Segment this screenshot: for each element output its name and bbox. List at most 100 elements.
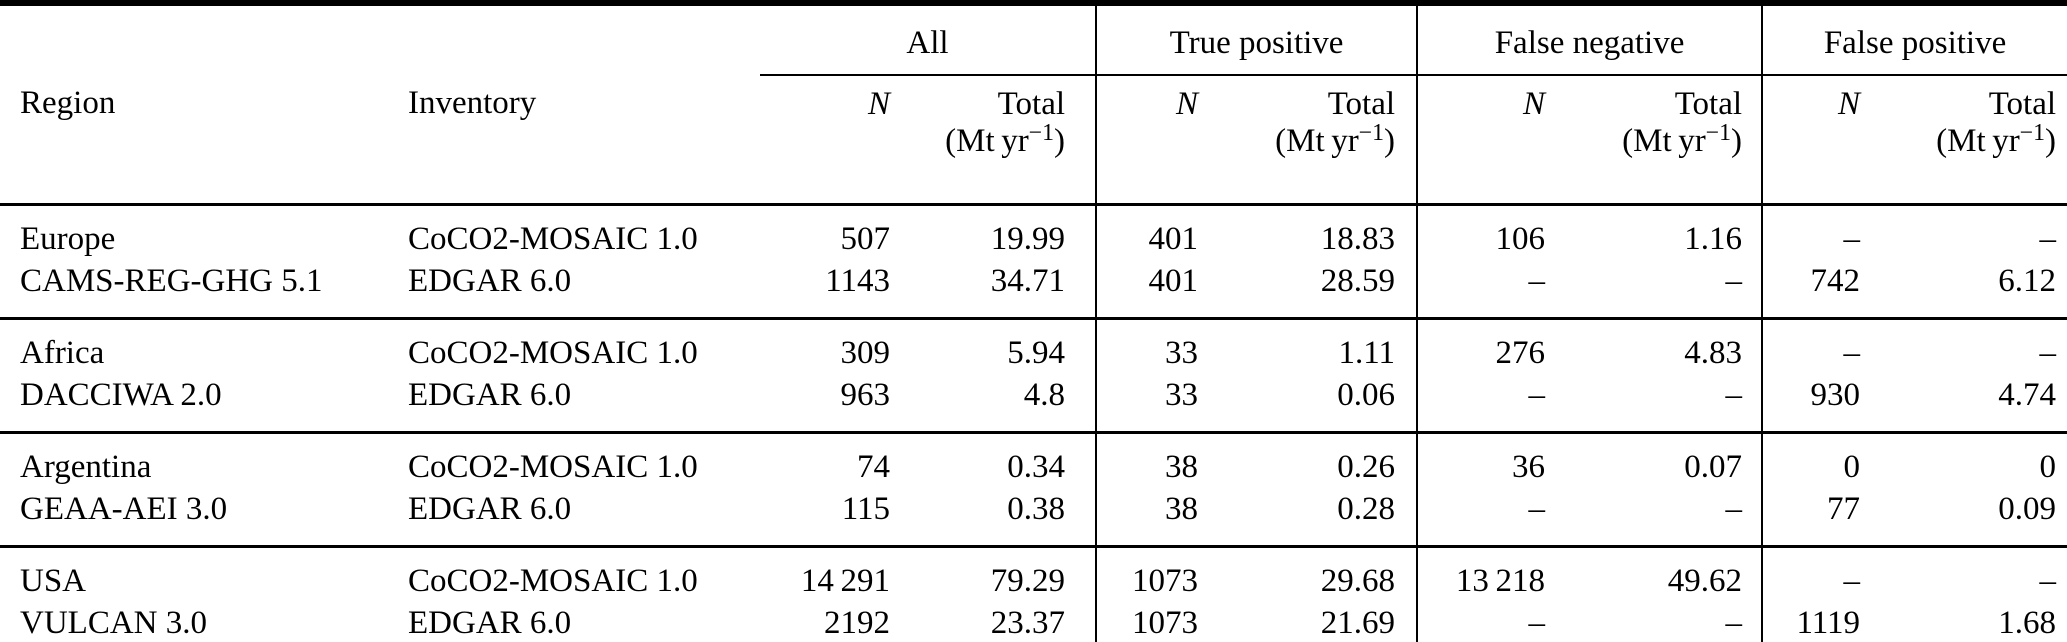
cell-inventory: EDGAR 6.0	[408, 490, 572, 527]
section-divider-rule-line	[0, 431, 2067, 434]
cell-all-total: 23.37	[990, 604, 1066, 641]
cell-all-n: 1143	[825, 262, 890, 299]
cell-all-n: 115	[841, 490, 890, 527]
cell-all-total: 0.38	[1007, 490, 1066, 527]
column-header-all-n: N	[760, 75, 900, 206]
cell-all-n: 309	[840, 334, 891, 371]
cell-all-total: 79.29	[990, 562, 1066, 599]
table-row: USA CoCO2-MOSAIC 1.0 14 291 79.29 1073 29.68 1…	[0, 548, 2067, 602]
cell-fp-n: –	[1761, 320, 1871, 374]
cell-inventory: EDGAR 6.0	[408, 376, 572, 413]
cell-fn-total: 0.07	[1684, 448, 1743, 485]
section-divider-rule	[0, 545, 2067, 548]
cell-tp-n: 38	[1095, 434, 1209, 488]
cell-all-total: 34.71	[990, 262, 1066, 299]
cell-inventory: CoCO2-MOSAIC 1.0	[408, 220, 698, 257]
cell-fp-total: –	[2039, 562, 2057, 599]
cell-all-n: 2192	[824, 604, 890, 641]
table-row: DACCIWA 2.0 EDGAR 6.0 963 4.8 33 0.06– –930 4.7…	[0, 374, 2067, 431]
cell-tp-total: 0.28	[1337, 490, 1396, 527]
cell-fn-n: –	[1416, 488, 1556, 545]
cell-fp-total: –	[2039, 220, 2057, 257]
cell-fp-total: 0	[2039, 448, 2057, 485]
cell-region: CAMS-REG-GHG 5.1	[20, 262, 323, 299]
group-header-row: All True positive False negative False p…	[0, 3, 2067, 76]
column-header-all-total: Total (Mt yr−1)	[900, 75, 1097, 206]
column-header-fn-total: Total (Mt yr−1)	[1555, 75, 1763, 206]
section-divider-rule	[0, 317, 2067, 320]
group-header-true-positive: True positive	[1095, 3, 1418, 76]
cell-tp-total: 18.83	[1320, 220, 1396, 257]
cell-fp-n: –	[1761, 548, 1871, 602]
cell-all-n: 963	[840, 376, 891, 413]
cell-fp-total: 0.09	[1998, 490, 2057, 527]
total-label: Total	[997, 86, 1066, 122]
n-label: N	[1838, 86, 1861, 122]
cell-fp-total: 1.68	[1998, 604, 2057, 641]
cell-inventory: EDGAR 6.0	[408, 262, 572, 299]
cell-fp-n: 1119	[1761, 602, 1871, 642]
cell-inventory: CoCO2-MOSAIC 1.0	[408, 562, 698, 599]
cell-tp-n: 401	[1095, 260, 1209, 317]
table-row: Europe CoCO2-MOSAIC 1.0 507 19.99 401 18.83 10…	[0, 204, 2067, 260]
column-header-tp-n: N	[1095, 75, 1209, 206]
cell-fn-total: 1.16	[1684, 220, 1743, 257]
table-row: VULCAN 3.0 EDGAR 6.0 2192 23.37 1073 21.69– –1…	[0, 602, 2067, 642]
unit-label: (Mt yr−1)	[1936, 120, 2057, 159]
cell-inventory: CoCO2-MOSAIC 1.0	[408, 448, 698, 485]
cell-region: Argentina	[20, 448, 152, 485]
cell-region: USA	[20, 562, 87, 599]
table-header: All True positive False negative False p…	[0, 3, 2067, 206]
total-label: Total	[1674, 86, 1743, 122]
cell-region: Europe	[20, 220, 116, 257]
unit-label: (Mt yr−1)	[1275, 120, 1396, 159]
cell-fn-n: –	[1416, 260, 1556, 317]
table-body: Europe CoCO2-MOSAIC 1.0 507 19.99 401 18.83 10…	[0, 204, 2067, 642]
total-label: Total	[1988, 86, 2057, 122]
cell-fn-total: 4.83	[1684, 334, 1743, 371]
n-label: N	[1176, 86, 1199, 122]
cell-fn-n: –	[1416, 374, 1556, 431]
cell-tp-total: 21.69	[1320, 604, 1396, 641]
group-header-all: All	[760, 3, 1097, 76]
cell-fp-n: 77	[1761, 488, 1871, 545]
cell-fn-total: –	[1725, 376, 1743, 413]
cell-tp-total: 29.68	[1320, 562, 1396, 599]
cell-all-total: 19.99	[990, 220, 1066, 257]
table-row: CAMS-REG-GHG 5.1 EDGAR 6.0 1143 34.71 401 28.…	[0, 260, 2067, 317]
cell-region: Africa	[20, 334, 105, 371]
cell-tp-n: 38	[1095, 488, 1209, 545]
cell-fn-n: 106	[1416, 204, 1556, 260]
cell-all-total: 4.8	[1023, 376, 1066, 413]
cell-all-n: 74	[857, 448, 890, 485]
cell-fn-n: –	[1416, 602, 1556, 642]
cell-fp-total: –	[2039, 334, 2057, 371]
cell-tp-total: 1.11	[1338, 334, 1396, 371]
sub-header-row: Region Inventory N Total (Mt yr−1) N Tota…	[0, 75, 2067, 206]
cell-tp-total: 28.59	[1320, 262, 1396, 299]
group-header-spacer-inventory	[400, 3, 760, 75]
group-header-false-positive: False positive	[1761, 3, 2067, 76]
group-header-false-negative: False negative	[1416, 3, 1763, 76]
cell-fp-total: 4.74	[1998, 376, 2057, 413]
cell-tp-n: 401	[1095, 204, 1209, 260]
unit-label: (Mt yr−1)	[945, 120, 1066, 159]
cell-fp-n: 930	[1761, 374, 1871, 431]
cell-region: DACCIWA 2.0	[20, 376, 222, 413]
table-row: Africa CoCO2-MOSAIC 1.0 309 5.94 33 1.11 276 4.…	[0, 320, 2067, 374]
n-label: N	[867, 86, 890, 122]
table-row: GEAA-AEI 3.0 EDGAR 6.0 115 0.38 38 0.28– –77 0.…	[0, 488, 2067, 545]
cell-all-n: 507	[840, 220, 891, 257]
cell-tp-n: 1073	[1095, 602, 1209, 642]
column-header-fp-total: Total (Mt yr−1)	[1870, 75, 2067, 206]
cell-tp-total: 0.26	[1337, 448, 1396, 485]
cell-tp-n: 1073	[1095, 548, 1209, 602]
column-header-inventory: Inventory	[400, 75, 760, 206]
cell-region: VULCAN 3.0	[20, 604, 207, 641]
cell-tp-total: 0.06	[1337, 376, 1396, 413]
section-divider-rule-line	[0, 317, 2067, 320]
section-divider-rule-line	[0, 545, 2067, 548]
cell-fp-total: 6.12	[1998, 262, 2057, 299]
